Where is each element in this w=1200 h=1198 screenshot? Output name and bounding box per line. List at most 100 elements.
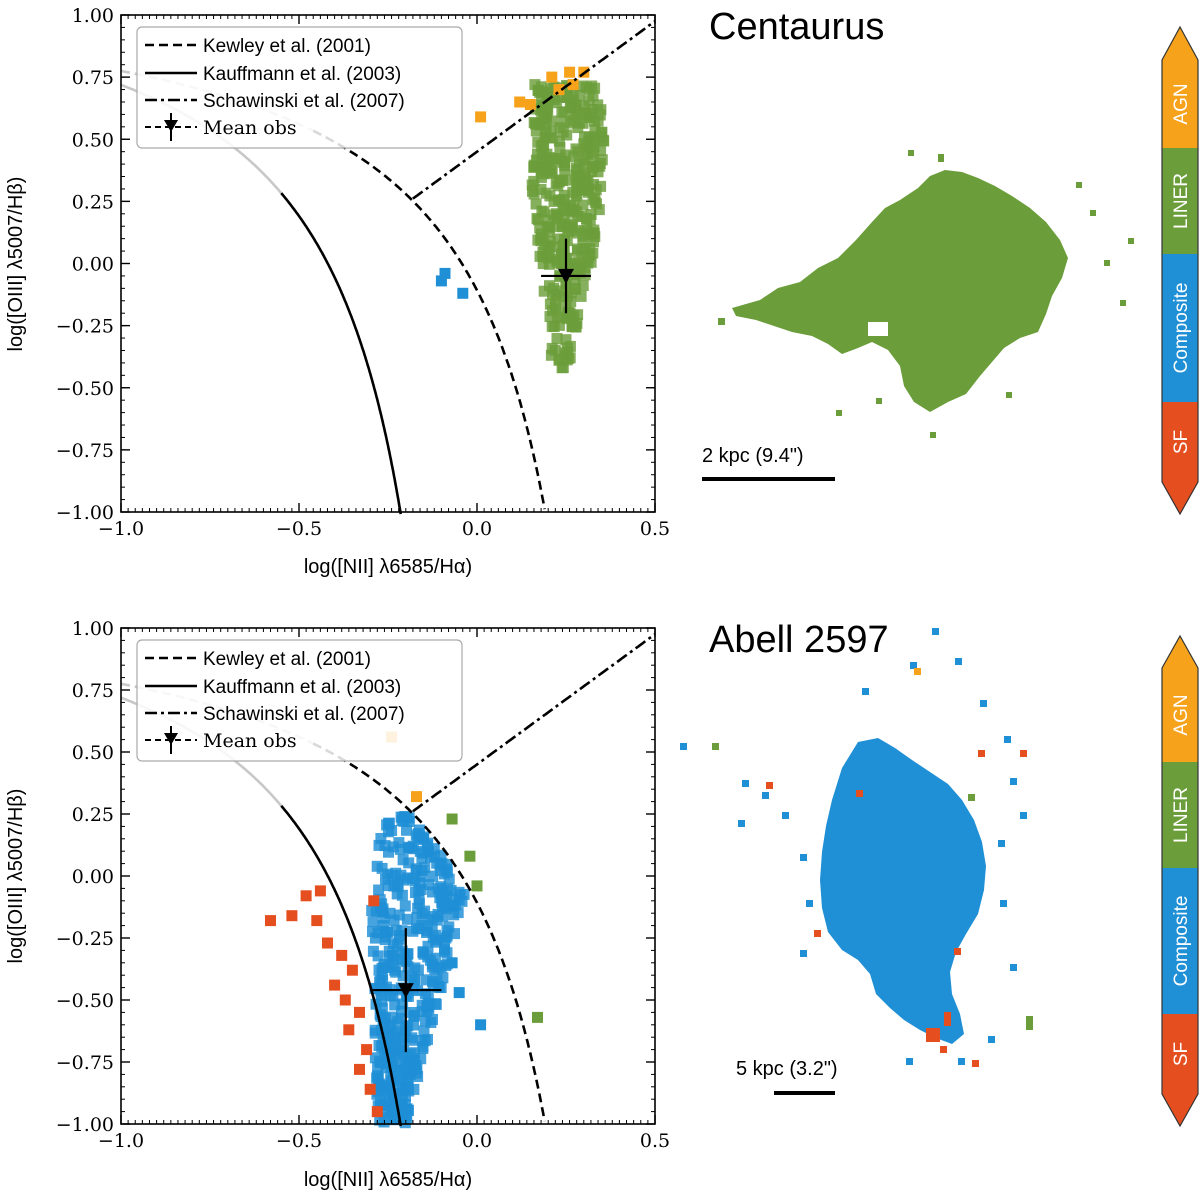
data-point-composite xyxy=(402,948,414,960)
data-point-liner xyxy=(536,95,547,107)
data-point-liner xyxy=(579,243,591,254)
bpt-panel-centaurus: −1.0 −0.5 0.0 0.5 1.00 0.75 0.50 0.25 0.00 −0.25 −… xyxy=(5,5,670,578)
data-point-composite xyxy=(366,905,378,916)
data-point-liner xyxy=(574,267,586,279)
data-point-liner xyxy=(589,82,601,94)
data-point-composite xyxy=(428,851,440,863)
data-point-composite xyxy=(402,990,414,1002)
data-point-composite xyxy=(369,982,381,994)
data-point-liner xyxy=(545,167,557,179)
data-point-liner xyxy=(547,115,559,127)
data-point-composite xyxy=(442,883,453,895)
data-point-composite xyxy=(391,1082,403,1094)
data-point-composite xyxy=(411,922,422,934)
data-point-liner xyxy=(564,218,576,230)
data-point-composite xyxy=(419,988,431,1000)
colorbar-top-sf xyxy=(1162,402,1198,482)
data-point-composite xyxy=(386,870,398,882)
data-point-composite xyxy=(423,879,435,891)
colorbar-top-outline xyxy=(1161,25,1199,516)
data-point-agn xyxy=(524,99,536,110)
data-point-composite xyxy=(437,972,449,984)
data-point-composite xyxy=(378,1105,390,1117)
data-point-liner xyxy=(593,204,605,216)
data-point-liner xyxy=(573,89,585,101)
data-point-composite xyxy=(439,900,451,912)
data-point-composite xyxy=(382,1083,394,1095)
data-point-liner xyxy=(541,221,553,232)
data-point-sf xyxy=(300,890,312,902)
data-point-composite xyxy=(367,945,379,957)
data-point-liner xyxy=(446,813,458,825)
x-tick-label: −1.0 xyxy=(98,518,144,540)
legend-meanobs-label: Mean obs xyxy=(203,730,297,752)
data-point-composite xyxy=(417,1041,429,1053)
data-point-composite xyxy=(439,943,450,955)
data-point-composite xyxy=(408,1011,420,1022)
data-point-liner xyxy=(560,334,572,346)
y-tick-label: −0.25 xyxy=(56,928,114,950)
data-point-sf xyxy=(361,1044,373,1056)
data-point-liner xyxy=(575,290,587,302)
panel-title-centaurus: Centaurus xyxy=(709,6,884,48)
data-point-liner xyxy=(528,161,540,173)
data-point-composite xyxy=(410,864,422,876)
data-point-composite xyxy=(420,974,432,986)
data-point-liner xyxy=(532,84,544,96)
legend-meanobs-triangle xyxy=(164,120,178,132)
data-point-composite xyxy=(422,914,434,925)
data-point-liner xyxy=(535,171,547,183)
data-point-composite xyxy=(382,1044,394,1055)
data-point-sf xyxy=(371,1106,383,1118)
mean-obs-triangle xyxy=(558,268,574,284)
data-point-liner xyxy=(589,134,601,146)
data-point-liner xyxy=(590,184,602,196)
data-point-composite xyxy=(377,974,389,986)
data-point-composite xyxy=(427,886,438,898)
colorbar-bottom-agn-cap xyxy=(1162,636,1198,668)
data-point-composite xyxy=(396,1005,407,1017)
y-tick-label: −0.75 xyxy=(56,1052,114,1074)
data-point-composite xyxy=(372,1061,384,1073)
x-tick-label: 0.0 xyxy=(462,518,492,540)
data-point-composite xyxy=(427,870,439,882)
data-point-composite xyxy=(407,873,418,885)
data-point-composite xyxy=(391,1026,403,1038)
data-point-liner xyxy=(550,299,562,311)
data-point-liner xyxy=(577,158,589,170)
data-point-liner xyxy=(572,122,584,134)
data-point-sf xyxy=(343,1024,355,1036)
data-point-composite xyxy=(420,1015,431,1027)
data-point-liner xyxy=(578,179,590,190)
data-point-liner xyxy=(588,115,600,127)
data-point-liner xyxy=(548,195,560,207)
data-point-liner xyxy=(530,198,542,210)
data-point-liner xyxy=(531,213,543,224)
data-point-composite xyxy=(447,900,459,911)
data-point-liner xyxy=(568,199,580,211)
data-point-agn xyxy=(514,96,526,108)
legend-schawinski-label: Schawinski et al. (2007) xyxy=(203,91,405,112)
data-point-composite xyxy=(369,1024,381,1036)
data-point-composite xyxy=(391,1045,403,1057)
data-point-composite xyxy=(377,906,389,918)
data-point-composite xyxy=(412,832,424,844)
data-point-composite xyxy=(382,880,394,892)
data-point-liner xyxy=(585,154,597,166)
data-point-sf xyxy=(364,1083,376,1095)
data-point-liner xyxy=(464,850,476,862)
y-tick-label: 0.25 xyxy=(72,191,114,213)
data-point-liner xyxy=(589,124,601,136)
legend-kewley-label: Kewley et al. (2001) xyxy=(203,649,371,670)
data-point-composite xyxy=(411,912,423,924)
data-point-composite xyxy=(397,970,409,982)
data-point-composite xyxy=(427,978,439,990)
data-point-composite xyxy=(369,932,381,944)
data-point-composite xyxy=(397,854,409,866)
scatter-points xyxy=(265,731,543,1129)
data-point-liner xyxy=(581,143,593,155)
y-tick-label: 0.50 xyxy=(72,742,114,764)
data-point-liner xyxy=(559,258,570,270)
data-point-composite xyxy=(398,815,410,827)
data-point-sf xyxy=(339,994,351,1006)
